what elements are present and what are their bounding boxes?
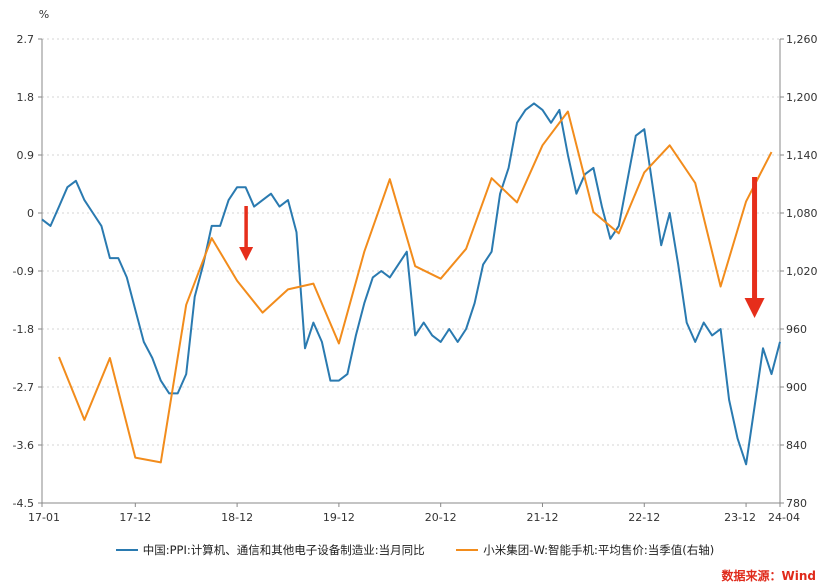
legend-item-price: 小米集团-W:智能手机:平均售价:当季值(右轴) [456, 542, 714, 558]
left-tick-label: -2.7 [13, 381, 34, 394]
legend-item-ppi: 中国:PPI:计算机、通信和其他电子设备制造业:当月同比 [115, 542, 425, 558]
left-tick-label: -1.8 [13, 323, 34, 336]
annotations [239, 177, 765, 318]
right-tick-label: 1,020 [786, 265, 818, 278]
series-layer [41, 102, 781, 466]
legend: 中国:PPI:计算机、通信和其他电子设备制造业:当月同比 小米集团-W:智能手机… [0, 542, 830, 558]
left-tick-label: -4.5 [13, 497, 34, 510]
left-tick-label: 0 [27, 207, 34, 220]
left-tick-label: 2.7 [17, 33, 35, 46]
x-tick-label: 17-01 [28, 511, 60, 524]
x-tick-label: 17-12 [119, 511, 151, 524]
series-line-ppi [41, 102, 781, 466]
x-tick-label: 21-12 [526, 511, 558, 524]
legend-swatch-price [456, 548, 479, 551]
left-tick-label: 1.8 [17, 91, 35, 104]
chart: % 2.7 1.8 0.9 0 -0.9 -1.8 -2.7 -3.6 -4.5 1,260 1,2… [13, 8, 818, 524]
x-tick-label: 20-12 [425, 511, 457, 524]
legend-label-ppi: 中国:PPI:计算机、通信和其他电子设备制造业:当月同比 [142, 543, 425, 557]
left-axis-unit: % [39, 8, 49, 21]
left-tick-label: 0.9 [17, 149, 35, 162]
axes: 2.7 1.8 0.9 0 -0.9 -1.8 -2.7 -3.6 -4.5 1,260 1,200… [13, 33, 818, 524]
right-tick-label: 780 [786, 497, 807, 510]
x-tick-label: 19-12 [323, 511, 355, 524]
x-tick-label: 22-12 [628, 511, 660, 524]
x-tick-label: 18-12 [221, 511, 253, 524]
source-note: 数据来源：Wind [721, 569, 816, 583]
right-tick-label: 1,140 [786, 149, 818, 162]
x-tick-label: 24-04 [768, 511, 800, 524]
x-tick-label: 23-12 [724, 511, 756, 524]
right-tick-label: 840 [786, 439, 807, 452]
right-tick-label: 1,200 [786, 91, 818, 104]
legend-swatch-ppi [115, 548, 138, 551]
right-tick-label: 1,260 [786, 33, 818, 46]
legend-label-price: 小米集团-W:智能手机:平均售价:当季值(右轴) [483, 543, 715, 557]
right-tick-label: 900 [786, 381, 807, 394]
left-tick-label: -0.9 [13, 265, 34, 278]
series-line-price [58, 110, 773, 464]
right-tick-label: 960 [786, 323, 807, 336]
right-tick-label: 1,080 [786, 207, 818, 220]
gridlines [42, 38, 780, 446]
left-tick-label: -3.6 [13, 439, 34, 452]
